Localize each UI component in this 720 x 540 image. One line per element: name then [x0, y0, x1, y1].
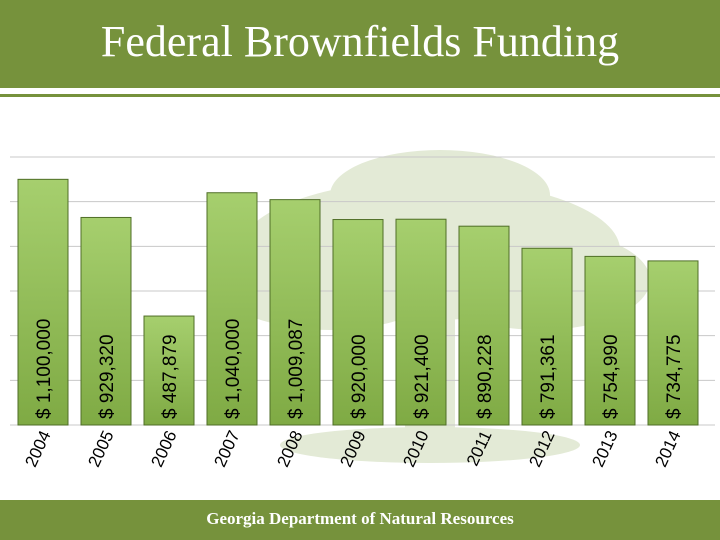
x-tick-label-2014: 2014 — [651, 428, 684, 470]
value-label-2008: $ 1,009,087 — [286, 319, 307, 419]
bar-2004 — [17, 178, 69, 426]
value-label-2005: $ 929,320 — [97, 334, 118, 419]
footer-banner: Georgia Department of Natural Resources — [0, 500, 720, 540]
title-banner: Federal Brownfields Funding — [0, 0, 720, 88]
title-divider — [0, 94, 720, 97]
x-tick-label-2007: 2007 — [210, 428, 243, 470]
value-label-2014: $ 734,775 — [664, 334, 685, 419]
bar-2014 — [647, 260, 699, 426]
bar-2008 — [269, 199, 321, 426]
footer-text: Georgia Department of Natural Resources — [206, 509, 514, 528]
bar-2005 — [80, 216, 132, 426]
x-tick-label-2004: 2004 — [21, 428, 54, 470]
bar-2009 — [332, 219, 384, 426]
value-label-2007: $ 1,040,000 — [223, 319, 244, 419]
bar-2013 — [584, 255, 636, 426]
value-label-2006: $ 487,879 — [160, 334, 181, 419]
value-label-2013: $ 754,990 — [601, 334, 622, 419]
value-labels: $ 1,100,000 $ 929,320 $ 487,879 $ 1,040,000… — [34, 319, 685, 419]
bar-2007 — [206, 192, 258, 426]
x-tick-label-2013: 2013 — [588, 428, 621, 470]
x-tick-label-2006: 2006 — [147, 428, 180, 470]
x-tick-labels: 2004 2005 2006 2007 2008 2009 2010 2011 2012 2013… — [21, 428, 684, 470]
value-label-2009: $ 920,000 — [349, 334, 370, 419]
bar-2010 — [395, 218, 447, 426]
value-label-2004: $ 1,100,000 — [34, 319, 55, 419]
bar-2012 — [521, 247, 573, 426]
value-label-2012: $ 791,361 — [538, 334, 559, 419]
value-label-2011: $ 890,228 — [475, 334, 496, 419]
bars — [17, 178, 699, 426]
x-tick-label-2005: 2005 — [84, 428, 117, 470]
page-title: Federal Brownfields Funding — [100, 17, 620, 66]
bar-2006 — [143, 315, 195, 426]
bar-2011 — [458, 225, 510, 426]
value-label-2010: $ 921,400 — [412, 334, 433, 419]
bar-chart: $ 1,100,000 $ 929,320 $ 487,879 $ 1,040,000… — [10, 150, 715, 470]
